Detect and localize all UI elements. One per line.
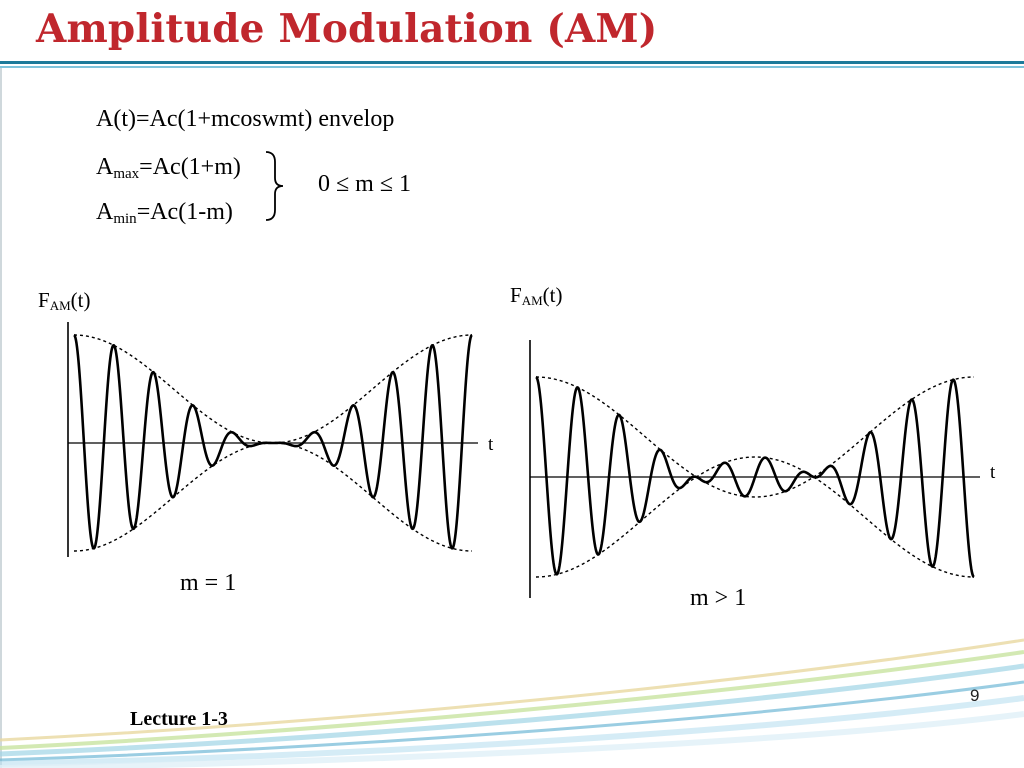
m-range: 0 ≤ m ≤ 1 xyxy=(318,171,412,197)
graph1-xlabel: t xyxy=(488,434,494,455)
graph2-ylabel-rest: (t) xyxy=(542,283,563,307)
page-number: 9 xyxy=(970,686,980,705)
amin-formula: Amin=Ac(1-m) xyxy=(96,200,233,227)
curly-brace-icon xyxy=(265,151,284,221)
graph2-ylabel-sub: AM xyxy=(521,293,543,308)
graph1-ylabel-rest: (t) xyxy=(70,288,91,312)
graph1-caption: m = 1 xyxy=(180,570,237,596)
lower-envelope xyxy=(536,456,974,578)
graph2-xlabel: t xyxy=(990,462,996,483)
graph2-waveform xyxy=(529,340,980,598)
upper-envelope xyxy=(536,376,974,498)
envelope-formula: A(t)=Ac(1+mcoswmt) envelop xyxy=(96,106,395,132)
amin-subscript: min xyxy=(113,211,137,227)
graph1-waveform xyxy=(67,322,478,557)
lower-envelope xyxy=(74,442,472,552)
amax-formula: Amax=Ac(1+m) xyxy=(96,155,241,182)
modulated-carrier xyxy=(73,333,473,550)
graph1-ylabel-base: F xyxy=(38,288,50,312)
graph2-ylabel-base: F xyxy=(510,283,522,307)
graph1-ylabel: FAM(t) xyxy=(38,288,90,314)
upper-envelope xyxy=(74,334,472,444)
decorative-swoosh-lines xyxy=(0,638,1024,768)
graph2-caption: m > 1 xyxy=(690,585,747,611)
amax-base: A xyxy=(96,154,114,180)
amax-subscript: max xyxy=(113,166,140,182)
graph1-ylabel-sub: AM xyxy=(49,298,71,313)
slide-title: Amplitude Modulation (AM) xyxy=(36,6,658,52)
modulated-carrier xyxy=(535,375,975,579)
slide-left-edge xyxy=(0,68,2,768)
title-underline-light xyxy=(0,66,1024,68)
amin-expression: =Ac(1-m) xyxy=(136,199,233,225)
amin-base: A xyxy=(96,199,114,225)
title-underline xyxy=(0,61,1024,64)
lecture-footer: Lecture 1-3 xyxy=(130,708,228,730)
amax-expression: =Ac(1+m) xyxy=(139,154,241,180)
graph2-ylabel: FAM(t) xyxy=(510,283,562,309)
